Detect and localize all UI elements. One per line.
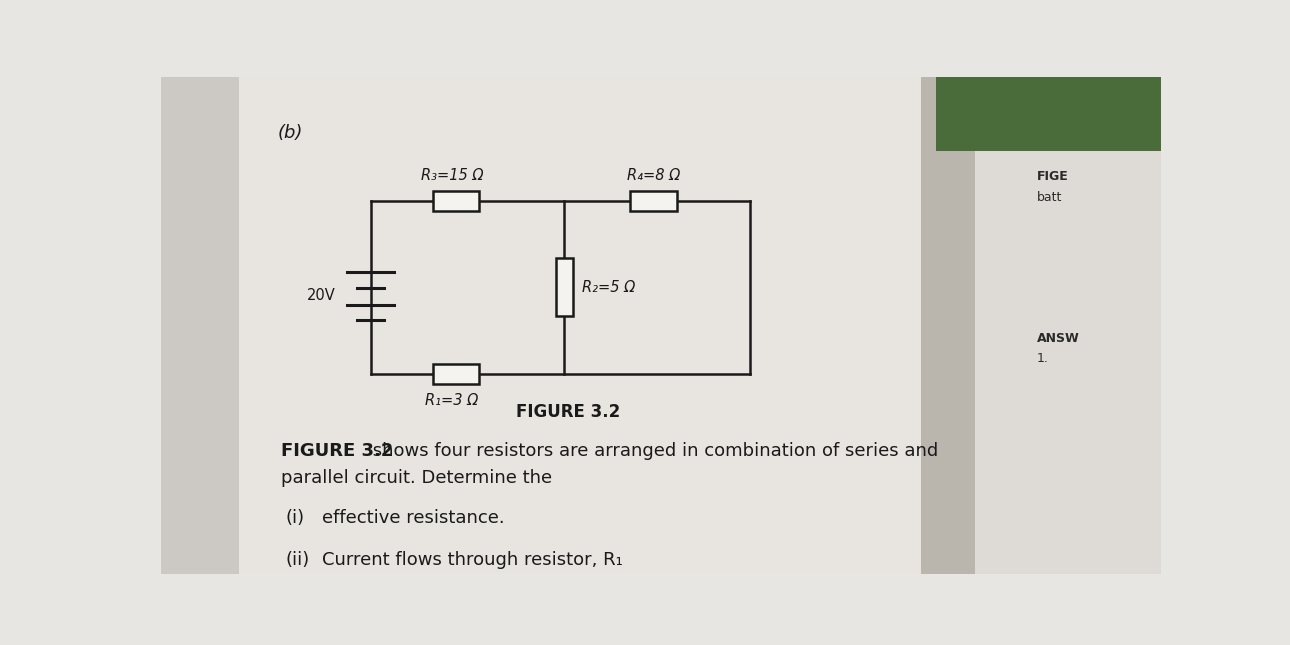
Text: batt: batt — [1037, 190, 1063, 204]
Text: R₂=5 Ω: R₂=5 Ω — [582, 280, 636, 295]
Text: R₃=15 Ω: R₃=15 Ω — [421, 168, 484, 183]
Text: (ii): (ii) — [285, 551, 310, 569]
Text: Current flows through resistor, R₁: Current flows through resistor, R₁ — [321, 551, 623, 569]
Text: 1.: 1. — [1037, 352, 1049, 365]
Bar — [975, 77, 1161, 574]
Text: parallel circuit. Determine the: parallel circuit. Determine the — [281, 468, 552, 486]
Text: FIGURE 3.2: FIGURE 3.2 — [516, 403, 620, 421]
Text: (i): (i) — [285, 510, 304, 528]
Bar — [937, 74, 1161, 150]
Bar — [921, 77, 975, 574]
Text: 20V: 20V — [307, 288, 335, 303]
Text: ANSW: ANSW — [1037, 332, 1080, 344]
Bar — [556, 259, 573, 316]
Text: FIGURE 3.2: FIGURE 3.2 — [281, 442, 393, 460]
Text: shows four resistors are arranged in combination of series and: shows four resistors are arranged in com… — [366, 442, 938, 460]
Text: R₁=3 Ω: R₁=3 Ω — [426, 393, 479, 408]
Bar — [432, 190, 479, 211]
Bar — [161, 77, 239, 574]
Text: (b): (b) — [277, 124, 303, 142]
Bar — [975, 150, 1161, 574]
Text: FIGE: FIGE — [1037, 170, 1068, 183]
Bar — [630, 190, 677, 211]
Bar — [432, 364, 479, 384]
Text: effective resistance.: effective resistance. — [321, 510, 504, 528]
Text: R₄=8 Ω: R₄=8 Ω — [627, 168, 680, 183]
Bar — [239, 77, 975, 574]
